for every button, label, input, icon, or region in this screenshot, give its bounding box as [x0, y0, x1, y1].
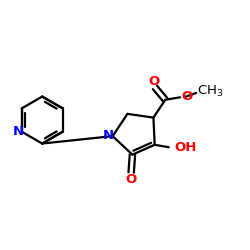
Text: O: O: [149, 75, 160, 88]
Text: OH: OH: [174, 140, 196, 153]
Text: N: N: [103, 129, 114, 142]
Text: O: O: [126, 173, 137, 186]
Text: CH$_3$: CH$_3$: [197, 84, 224, 99]
Text: N: N: [13, 125, 24, 138]
Text: O: O: [181, 90, 192, 103]
